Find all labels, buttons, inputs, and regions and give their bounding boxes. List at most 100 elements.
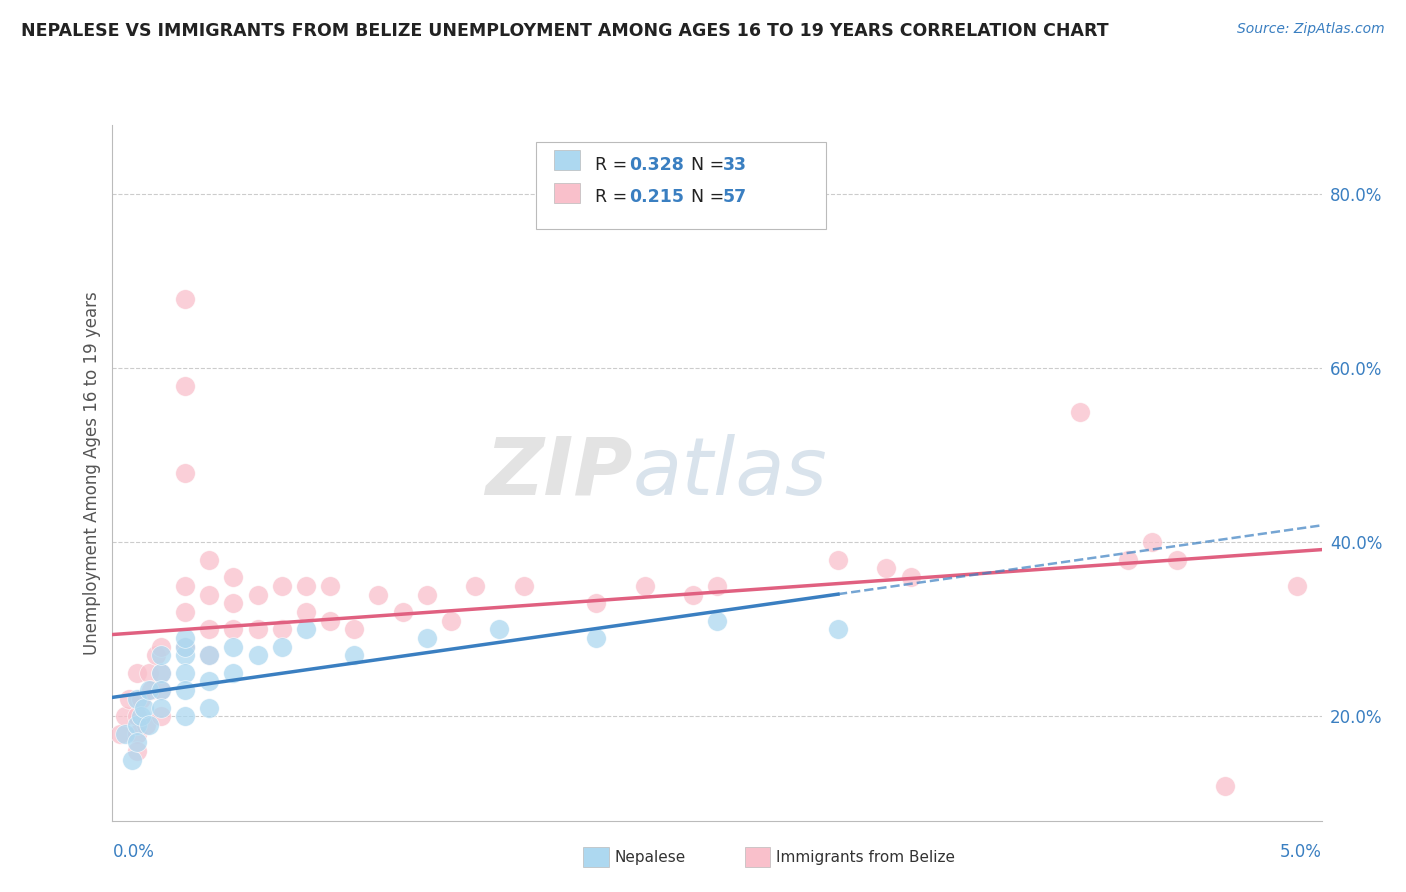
Point [706,579,728,593]
Point [149,665,172,680]
Point [319,579,342,593]
Point [174,640,197,654]
Text: NEPALESE VS IMMIGRANTS FROM BELIZE UNEMPLOYMENT AMONG AGES 16 TO 19 YEARS CORREL: NEPALESE VS IMMIGRANTS FROM BELIZE UNEMP… [21,22,1109,40]
Point [512,579,534,593]
Point [198,674,221,689]
Point [174,292,197,306]
Point [149,648,172,663]
Point [367,587,389,601]
Point [149,640,172,654]
Point [118,692,141,706]
Point [198,623,221,637]
Point [135,718,157,732]
Point [174,631,197,645]
Point [270,579,292,593]
Point [827,623,849,637]
Point [198,648,221,663]
Point [391,605,413,619]
Point [145,648,167,663]
Point [900,570,922,584]
Point [295,623,318,637]
Point [682,587,704,601]
Point [246,648,269,663]
Point [1213,779,1236,793]
Bar [554,183,581,202]
Bar [554,150,581,170]
Point [222,665,245,680]
Point [138,683,160,698]
Point [222,623,245,637]
Text: atlas: atlas [633,434,827,512]
Point [270,640,292,654]
Point [198,700,221,714]
Y-axis label: Unemployment Among Ages 16 to 19 years: Unemployment Among Ages 16 to 19 years [83,291,101,655]
Point [222,570,245,584]
Point [125,692,148,706]
Text: R =: R = [595,155,633,174]
Point [1286,579,1309,593]
Point [114,709,136,723]
Point [121,753,143,767]
Point [131,692,153,706]
Point [174,640,197,654]
Point [125,726,148,740]
Point [246,623,269,637]
Text: 0.215: 0.215 [628,188,683,206]
Text: 33: 33 [723,155,747,174]
Point [633,579,655,593]
Point [198,552,221,567]
Point [174,665,197,680]
Point [132,700,155,714]
Point [295,605,318,619]
Point [141,683,163,698]
Text: N =: N = [679,155,730,174]
Point [416,587,439,601]
Text: Source: ZipAtlas.com: Source: ZipAtlas.com [1237,22,1385,37]
Point [706,614,728,628]
Point [585,596,607,610]
Point [174,605,197,619]
Text: N =: N = [679,188,730,206]
Point [246,587,269,601]
Point [464,579,486,593]
Point [174,378,197,392]
Point [174,648,197,663]
Point [440,614,463,628]
Point [1142,535,1164,549]
Text: 57: 57 [723,188,747,206]
Point [270,623,292,637]
Text: ZIP: ZIP [485,434,633,512]
Point [1116,552,1139,567]
Point [125,735,148,749]
Point [138,718,160,732]
Point [319,614,342,628]
Point [343,623,366,637]
Point [416,631,439,645]
Point [174,709,197,723]
Point [149,709,172,723]
Point [585,631,607,645]
Point [174,466,197,480]
Point [222,640,245,654]
Point [1069,405,1091,419]
Text: 5.0%: 5.0% [1279,843,1322,861]
Point [827,552,849,567]
Point [198,648,221,663]
Point [149,700,172,714]
Point [198,587,221,601]
Point [1166,552,1188,567]
Point [108,726,131,740]
Point [125,709,148,723]
Point [295,579,318,593]
Point [222,596,245,610]
Point [125,718,148,732]
Point [343,648,366,663]
Text: Nepalese: Nepalese [614,850,686,864]
Point [149,683,172,698]
Point [149,683,172,698]
Point [174,579,197,593]
Point [875,561,897,575]
Point [131,709,153,723]
Point [125,665,148,680]
Text: 0.0%: 0.0% [112,843,155,861]
